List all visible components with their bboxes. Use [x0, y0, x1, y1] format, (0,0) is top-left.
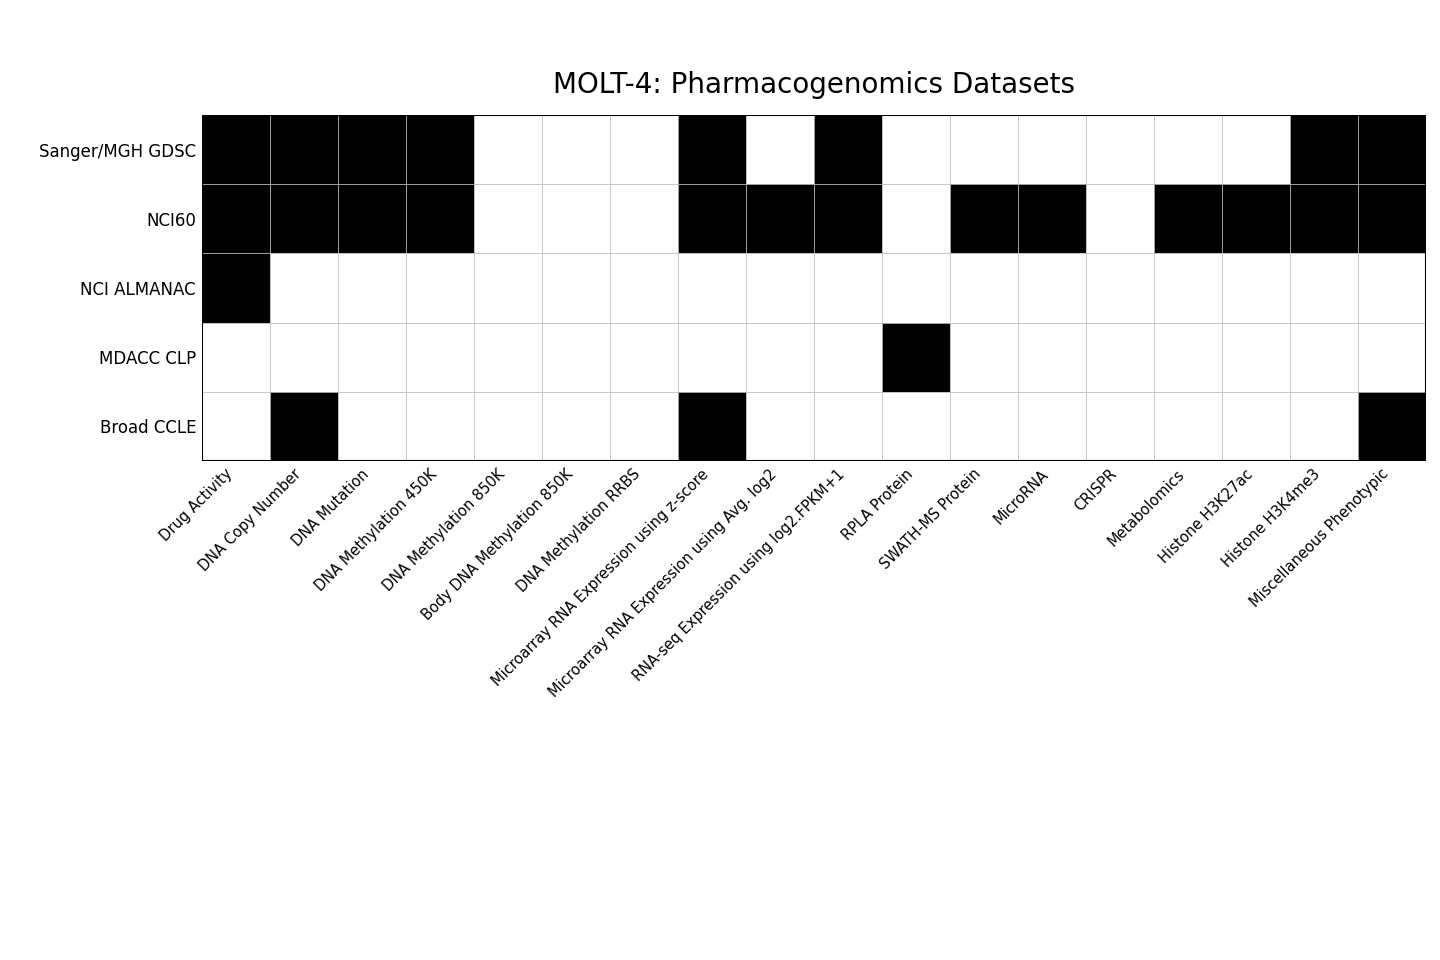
Bar [881, 253, 949, 323]
Bar [541, 392, 609, 461]
Bar [202, 392, 269, 461]
Bar [609, 323, 678, 392]
Bar [474, 253, 541, 323]
Bar [1153, 253, 1221, 323]
Bar [337, 392, 406, 461]
Bar [1290, 392, 1358, 461]
Bar [1153, 184, 1221, 253]
Bar [814, 253, 881, 323]
Bar [609, 392, 678, 461]
Bar [1018, 115, 1086, 184]
Bar [1086, 253, 1153, 323]
Bar [1221, 323, 1290, 392]
Bar [1086, 323, 1153, 392]
Bar [1018, 253, 1086, 323]
Bar [1221, 184, 1290, 253]
Bar [474, 184, 541, 253]
Bar [1086, 184, 1153, 253]
Bar [1018, 392, 1086, 461]
Bar [949, 184, 1018, 253]
Bar [881, 323, 949, 392]
Bar [269, 323, 337, 392]
Bar [541, 253, 609, 323]
Bar [1018, 323, 1086, 392]
Bar [746, 392, 814, 461]
Bar [949, 253, 1018, 323]
Bar [541, 115, 609, 184]
Bar [814, 115, 881, 184]
Bar [949, 115, 1018, 184]
Bar [1290, 253, 1358, 323]
Bar [746, 253, 814, 323]
Bar [202, 253, 269, 323]
Bar [678, 253, 746, 323]
Bar [269, 115, 337, 184]
Bar [1358, 184, 1426, 253]
Bar [406, 392, 474, 461]
Bar [609, 184, 678, 253]
Bar [474, 323, 541, 392]
Bar [949, 323, 1018, 392]
Bar [1153, 392, 1221, 461]
Bar [202, 184, 269, 253]
Bar [1221, 392, 1290, 461]
Bar [1358, 323, 1426, 392]
Bar [406, 323, 474, 392]
Bar [269, 184, 337, 253]
Bar [406, 253, 474, 323]
Bar [678, 115, 746, 184]
Bar [1221, 253, 1290, 323]
Bar [814, 392, 881, 461]
Bar [678, 392, 746, 461]
Bar [337, 184, 406, 253]
Bar [814, 323, 881, 392]
Bar [881, 184, 949, 253]
Bar [1358, 392, 1426, 461]
Bar [337, 253, 406, 323]
Title: MOLT-4: Pharmacogenomics Datasets: MOLT-4: Pharmacogenomics Datasets [553, 71, 1074, 99]
Bar [202, 115, 269, 184]
Bar [269, 392, 337, 461]
Bar [1086, 392, 1153, 461]
Bar [609, 115, 678, 184]
Bar [269, 253, 337, 323]
Bar [202, 323, 269, 392]
Bar [1153, 115, 1221, 184]
Bar [814, 184, 881, 253]
Bar [1086, 115, 1153, 184]
Bar [1153, 323, 1221, 392]
Bar [474, 115, 541, 184]
Bar [746, 323, 814, 392]
Bar [1018, 184, 1086, 253]
Bar [337, 115, 406, 184]
Bar [474, 392, 541, 461]
Bar [1221, 115, 1290, 184]
Bar [406, 184, 474, 253]
Bar [609, 253, 678, 323]
Bar [949, 392, 1018, 461]
Bar [541, 323, 609, 392]
Bar [746, 184, 814, 253]
Bar [1358, 253, 1426, 323]
Bar [746, 115, 814, 184]
Bar [678, 323, 746, 392]
Bar [337, 323, 406, 392]
Bar [541, 184, 609, 253]
Bar [1290, 323, 1358, 392]
Bar [678, 184, 746, 253]
Bar [881, 392, 949, 461]
Bar [1290, 115, 1358, 184]
Bar [881, 115, 949, 184]
Bar [1290, 184, 1358, 253]
Bar [406, 115, 474, 184]
Bar [1358, 115, 1426, 184]
